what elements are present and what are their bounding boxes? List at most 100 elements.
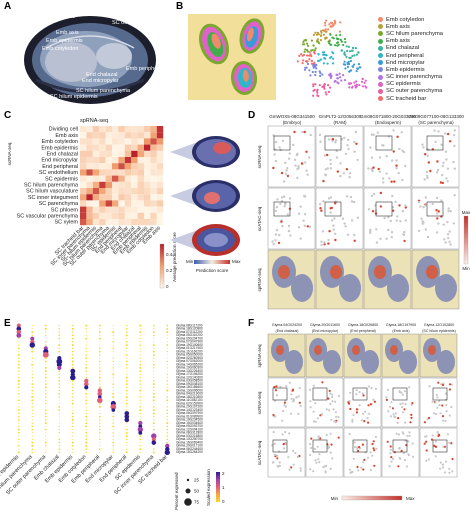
cell-point <box>357 449 360 453</box>
heatmap-cell <box>80 144 87 151</box>
dot <box>139 399 141 401</box>
heatmap-cell <box>112 200 119 207</box>
dot <box>71 327 74 330</box>
dot <box>85 351 87 353</box>
umap-point <box>302 59 305 62</box>
cell-point <box>397 172 400 175</box>
heatmap-cell <box>137 194 144 201</box>
cell-point <box>332 224 335 227</box>
dot <box>31 370 33 372</box>
dot <box>98 402 101 405</box>
zoom-box <box>432 387 448 401</box>
cell-point <box>281 419 284 422</box>
heatmap-row-label: End chalazal <box>47 151 79 157</box>
gene-label: Glyma.02G153900 <box>176 401 203 405</box>
cell-point <box>391 457 395 461</box>
dot <box>139 324 142 327</box>
dot <box>30 336 35 341</box>
umap-point <box>357 51 360 54</box>
dot <box>152 344 155 347</box>
cell-point <box>369 146 372 149</box>
cell-point <box>404 204 407 207</box>
cell-point <box>371 210 375 213</box>
cell-point <box>350 219 354 222</box>
panel-d-max: Max <box>462 210 471 215</box>
dot <box>58 331 60 333</box>
cell-point <box>273 385 276 389</box>
cell-point <box>337 415 340 419</box>
heatmap-cell <box>150 212 157 219</box>
cell-point <box>328 409 331 412</box>
dot <box>44 370 47 373</box>
cbar-tick-0: 0 <box>166 284 169 289</box>
dot <box>31 354 33 356</box>
panel-f-tile <box>419 377 458 428</box>
panel-label-e: E <box>4 318 11 329</box>
cbar-tick-2: 0.4 <box>166 252 173 257</box>
cell-point <box>369 468 372 472</box>
dot <box>18 442 20 444</box>
umap-point <box>351 86 354 89</box>
heatmap-cell <box>118 150 125 157</box>
heatmap-cell <box>112 212 119 219</box>
cell-point <box>330 443 333 446</box>
dot <box>58 386 61 389</box>
umap-point <box>329 21 333 24</box>
dot <box>125 389 128 392</box>
heatmap-cell <box>92 200 100 207</box>
cell-point <box>425 440 428 443</box>
gene-label: Glyma.18G210800 <box>176 395 203 399</box>
heatmap-cell <box>124 144 132 151</box>
dot <box>125 451 128 454</box>
umap-point <box>324 91 327 94</box>
cell-point <box>427 458 430 461</box>
dot <box>44 386 47 389</box>
dot <box>151 440 157 445</box>
panel-c-title: spRNA-seq <box>80 118 108 124</box>
cell-point <box>286 213 290 216</box>
cell-point <box>423 178 426 181</box>
heatmap-cell <box>92 188 100 195</box>
umap-point <box>320 34 323 37</box>
dot <box>45 331 47 333</box>
cell-point <box>389 219 392 223</box>
cell-point <box>386 388 389 391</box>
cell-point <box>292 398 295 401</box>
cell-point <box>279 385 282 388</box>
heatmap-cell <box>86 150 93 157</box>
cell-point <box>434 455 437 458</box>
cell-point <box>401 210 405 213</box>
dot <box>72 341 74 343</box>
cell-point <box>322 200 325 203</box>
cell-point <box>335 415 338 418</box>
heatmap-cell <box>86 181 93 188</box>
cell-point <box>293 158 297 161</box>
umap-point <box>325 30 328 33</box>
dot <box>18 425 20 428</box>
cell-point <box>351 418 354 421</box>
cell-point <box>299 469 302 472</box>
section-blob <box>291 274 313 302</box>
cell-point <box>379 191 382 195</box>
dot <box>44 415 47 418</box>
cell-point <box>283 401 286 404</box>
umap-point <box>319 74 322 77</box>
dot <box>166 399 169 402</box>
dot <box>18 376 20 379</box>
expression-highlight <box>426 265 438 279</box>
umap-point <box>361 77 364 81</box>
cell-point <box>427 161 430 164</box>
umap-point <box>352 46 355 50</box>
heatmap-row-label: Emb axis <box>55 133 78 139</box>
heatmap-cell <box>150 144 157 151</box>
dot <box>153 328 155 330</box>
cell-point <box>435 196 439 200</box>
dot <box>72 406 74 408</box>
panel-d-col-title: Gm08G071800-20G033200 <box>360 114 416 119</box>
cbar-tick-1: 0.2 <box>166 268 173 273</box>
dot <box>44 360 47 363</box>
heatmap-cell <box>92 175 100 182</box>
dot <box>45 406 47 408</box>
dot <box>29 342 36 348</box>
cell-point <box>372 166 375 169</box>
